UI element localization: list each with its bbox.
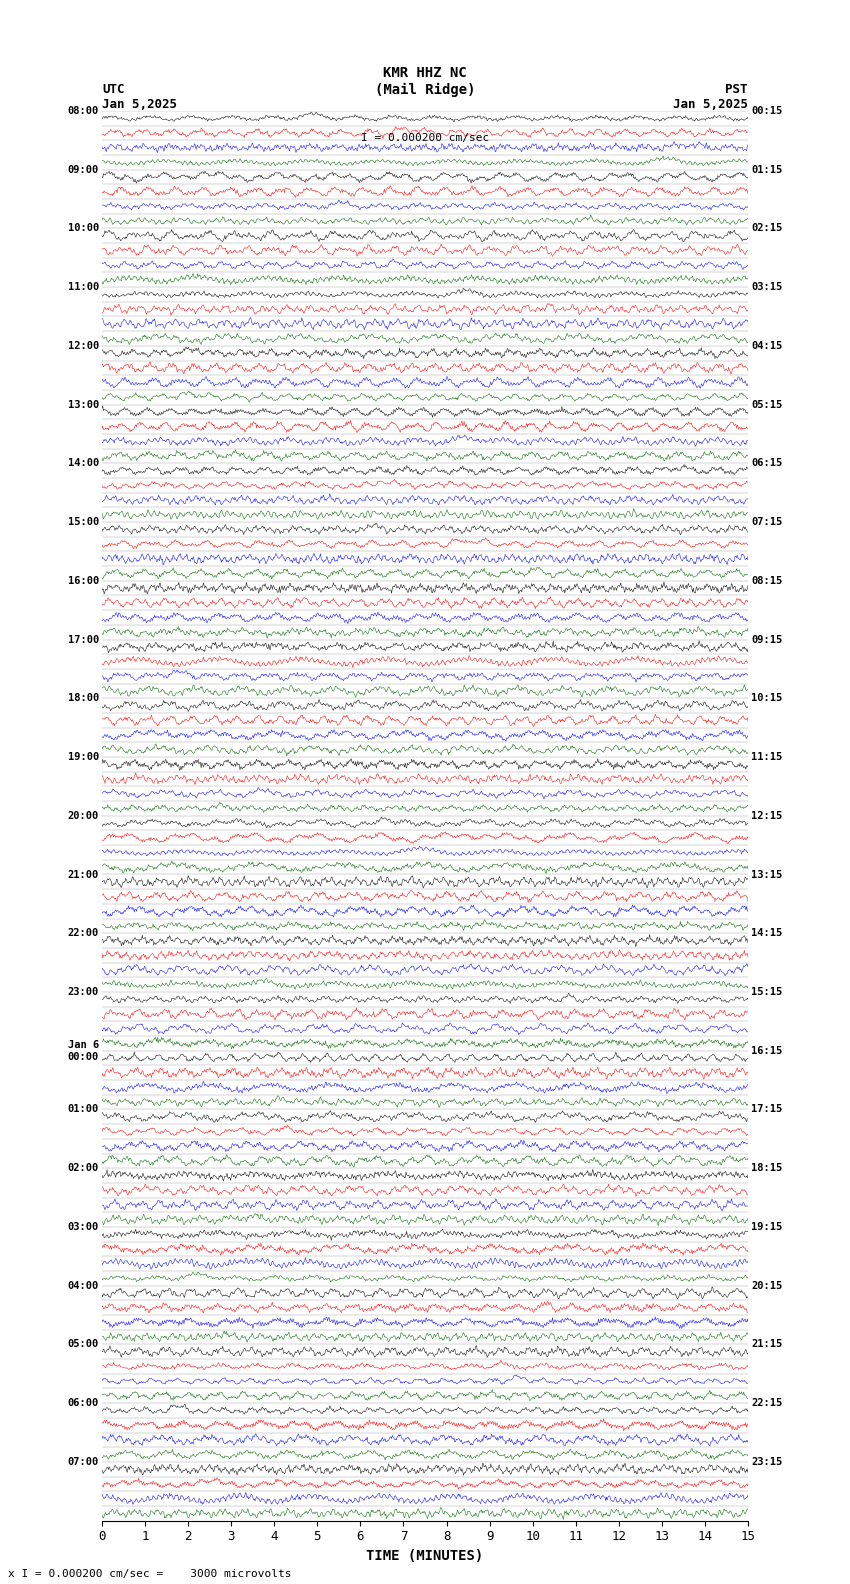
Text: 02:00: 02:00 xyxy=(67,1163,99,1174)
Text: 07:00: 07:00 xyxy=(67,1457,99,1467)
Text: 11:15: 11:15 xyxy=(751,752,783,762)
Text: 22:15: 22:15 xyxy=(751,1399,783,1408)
Text: 14:00: 14:00 xyxy=(67,458,99,469)
Text: 15:00: 15:00 xyxy=(67,516,99,527)
Text: 17:15: 17:15 xyxy=(751,1104,783,1115)
Text: 21:00: 21:00 xyxy=(67,870,99,879)
Text: 20:00: 20:00 xyxy=(67,811,99,821)
Text: 13:00: 13:00 xyxy=(67,399,99,410)
Text: 19:00: 19:00 xyxy=(67,752,99,762)
Text: 07:15: 07:15 xyxy=(751,516,783,527)
Text: 12:15: 12:15 xyxy=(751,811,783,821)
Text: 09:00: 09:00 xyxy=(67,165,99,174)
Text: 01:15: 01:15 xyxy=(751,165,783,174)
Text: 16:15: 16:15 xyxy=(751,1045,783,1055)
Text: x I = 0.000200 cm/sec =    3000 microvolts: x I = 0.000200 cm/sec = 3000 microvolts xyxy=(8,1570,292,1579)
Text: PST
Jan 5,2025: PST Jan 5,2025 xyxy=(673,82,748,111)
Text: 23:00: 23:00 xyxy=(67,987,99,996)
Text: 21:15: 21:15 xyxy=(751,1340,783,1350)
Text: 11:00: 11:00 xyxy=(67,282,99,291)
Text: 22:00: 22:00 xyxy=(67,928,99,938)
Text: 05:15: 05:15 xyxy=(751,399,783,410)
X-axis label: TIME (MINUTES): TIME (MINUTES) xyxy=(366,1549,484,1563)
Text: 05:00: 05:00 xyxy=(67,1340,99,1350)
Text: 04:00: 04:00 xyxy=(67,1281,99,1291)
Text: KMR HHZ NC
(Mail Ridge): KMR HHZ NC (Mail Ridge) xyxy=(375,67,475,97)
Text: 08:15: 08:15 xyxy=(751,577,783,586)
Text: I = 0.000200 cm/sec: I = 0.000200 cm/sec xyxy=(361,133,489,144)
Text: 16:00: 16:00 xyxy=(67,577,99,586)
Text: 03:15: 03:15 xyxy=(751,282,783,291)
Text: 14:15: 14:15 xyxy=(751,928,783,938)
Text: Jan 6
00:00: Jan 6 00:00 xyxy=(67,1041,99,1061)
Text: 23:15: 23:15 xyxy=(751,1457,783,1467)
Text: 02:15: 02:15 xyxy=(751,223,783,233)
Text: 03:00: 03:00 xyxy=(67,1221,99,1232)
Text: 10:00: 10:00 xyxy=(67,223,99,233)
Text: 06:00: 06:00 xyxy=(67,1399,99,1408)
Text: 00:15: 00:15 xyxy=(751,106,783,116)
Text: 17:00: 17:00 xyxy=(67,635,99,645)
Text: 15:15: 15:15 xyxy=(751,987,783,996)
Text: 18:15: 18:15 xyxy=(751,1163,783,1174)
Text: 18:00: 18:00 xyxy=(67,694,99,703)
Text: 12:00: 12:00 xyxy=(67,341,99,350)
Text: 13:15: 13:15 xyxy=(751,870,783,879)
Text: 09:15: 09:15 xyxy=(751,635,783,645)
Text: 08:00: 08:00 xyxy=(67,106,99,116)
Text: UTC
Jan 5,2025: UTC Jan 5,2025 xyxy=(102,82,177,111)
Text: 06:15: 06:15 xyxy=(751,458,783,469)
Text: 04:15: 04:15 xyxy=(751,341,783,350)
Text: 10:15: 10:15 xyxy=(751,694,783,703)
Text: 19:15: 19:15 xyxy=(751,1221,783,1232)
Text: 01:00: 01:00 xyxy=(67,1104,99,1115)
Text: 20:15: 20:15 xyxy=(751,1281,783,1291)
